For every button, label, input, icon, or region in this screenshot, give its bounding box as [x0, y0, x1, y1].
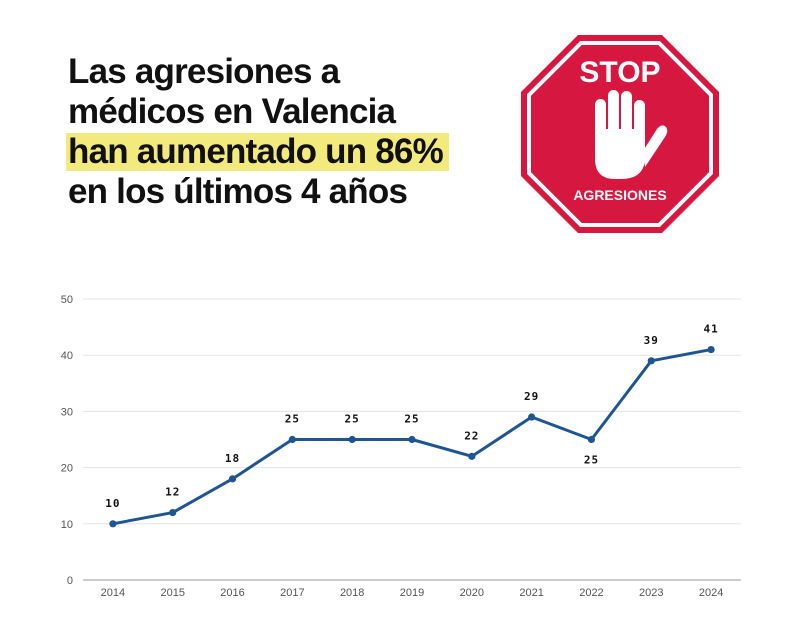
- chart-grid: [83, 298, 741, 581]
- x-tick-label: 2021: [519, 587, 543, 599]
- x-tick-label: 2018: [340, 587, 364, 599]
- x-tick-label: 2022: [579, 587, 603, 599]
- data-point: [707, 345, 715, 354]
- data-label: 25: [404, 413, 419, 426]
- data-point: [109, 520, 117, 528]
- headline-highlight: han aumentado un 86%: [66, 133, 449, 171]
- x-tick-label: 2020: [460, 587, 484, 599]
- headline: Las agresiones a médicos en Valencia han…: [66, 52, 508, 212]
- data-point: [647, 357, 655, 365]
- data-point: [169, 508, 177, 517]
- y-tick-label: 50: [61, 294, 73, 306]
- data-label: 25: [584, 454, 599, 467]
- data-label: 10: [105, 497, 120, 510]
- headline-line-1: Las agresiones a: [68, 52, 340, 91]
- data-point: [348, 435, 356, 444]
- x-tick-label: 2024: [699, 587, 723, 599]
- data-label: 39: [644, 334, 659, 347]
- x-tick-label: 2017: [280, 587, 304, 599]
- series-points: [109, 345, 715, 528]
- data-label: 22: [464, 429, 479, 442]
- data-label: 25: [345, 413, 360, 426]
- data-label: 18: [225, 452, 240, 465]
- x-tick-label: 2016: [220, 587, 244, 599]
- data-point: [288, 435, 296, 444]
- data-point: [587, 435, 596, 444]
- data-label: 12: [165, 486, 180, 499]
- line-chart: 0 10 20 30 40 50 2014 2015 2016 2017 2018 2019 2020…: [61, 294, 741, 599]
- data-label: 29: [524, 390, 539, 403]
- y-tick-label: 30: [61, 406, 73, 418]
- y-tick-label: 20: [61, 463, 73, 475]
- data-point: [528, 413, 536, 421]
- y-tick-label: 10: [61, 519, 73, 531]
- data-point: [228, 475, 237, 483]
- y-tick-label: 40: [61, 350, 73, 362]
- data-point: [468, 452, 476, 460]
- raised-hand-icon: [595, 90, 668, 179]
- stop-sign-bottom-text: AGRESIONES: [573, 187, 666, 203]
- x-axis-ticks: 2014 2015 2016 2017 2018 2019 2020 2021 2022 2023…: [101, 587, 724, 599]
- x-tick-label: 2015: [160, 587, 184, 599]
- x-tick-label: 2019: [400, 587, 424, 599]
- data-labels: 10 12 18 25 25 25 22 29 25 39 41: [105, 323, 718, 510]
- x-tick-label: 2014: [101, 587, 125, 599]
- headline-line-2: médicos en Valencia: [68, 92, 396, 131]
- headline-line-4: en los últimos 4 años: [68, 172, 408, 211]
- data-label: 25: [285, 413, 300, 426]
- y-tick-label: 0: [67, 575, 73, 587]
- y-axis-ticks: 0 10 20 30 40 50: [61, 294, 73, 587]
- stop-sign-top-text: STOP: [579, 56, 660, 89]
- data-point: [408, 435, 416, 444]
- stop-sign-border: [527, 41, 713, 227]
- x-tick-label: 2023: [639, 587, 663, 599]
- data-label: 41: [703, 323, 718, 336]
- stop-sign-icon: STOP AGRESIONES: [521, 35, 719, 233]
